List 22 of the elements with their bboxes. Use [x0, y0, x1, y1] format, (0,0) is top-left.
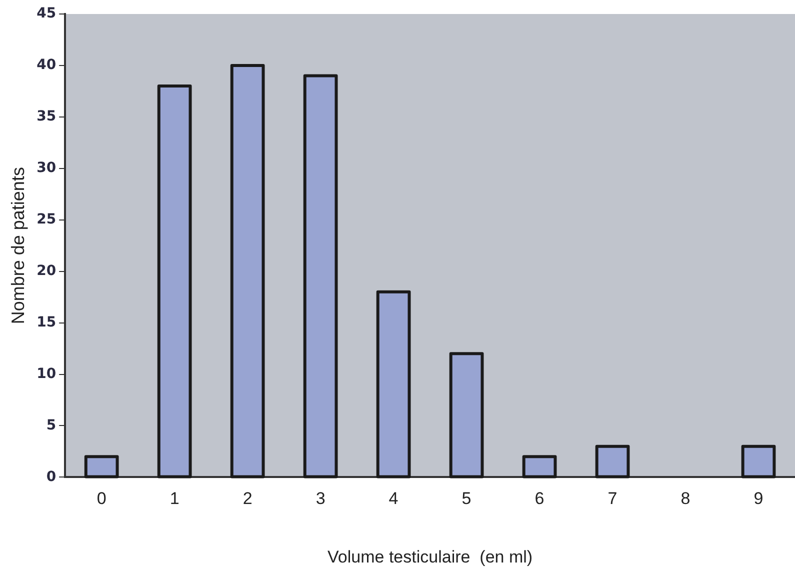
- y-tick-label: 0: [46, 468, 56, 485]
- y-tick-label: 35: [36, 108, 56, 125]
- x-tick-label: 9: [754, 489, 764, 508]
- x-tick-label: 0: [96, 489, 106, 508]
- x-tick-label: 7: [608, 489, 618, 508]
- y-tick-label: 20: [36, 262, 56, 279]
- y-tick-label: 5: [46, 417, 56, 434]
- y-axis-title: Nombre de patients: [8, 167, 28, 324]
- x-tick-label: 8: [680, 489, 690, 508]
- x-axis-title: Volume testiculaire (en ml): [328, 547, 533, 566]
- y-tick-label: 15: [36, 314, 56, 330]
- x-tick-label: 2: [242, 489, 252, 508]
- x-tick-label: 3: [316, 489, 326, 508]
- y-tick-label: 25: [36, 212, 56, 228]
- y-tick-label: 45: [36, 6, 56, 22]
- y-tick-label: 10: [36, 366, 56, 382]
- x-tick-label: 5: [462, 489, 472, 508]
- y-tick-label: 30: [36, 160, 56, 176]
- x-tick-label: 4: [388, 489, 398, 508]
- y-tick-label: 40: [36, 57, 56, 74]
- x-tick-label: 1: [170, 489, 180, 508]
- x-tick-label: 6: [534, 489, 544, 508]
